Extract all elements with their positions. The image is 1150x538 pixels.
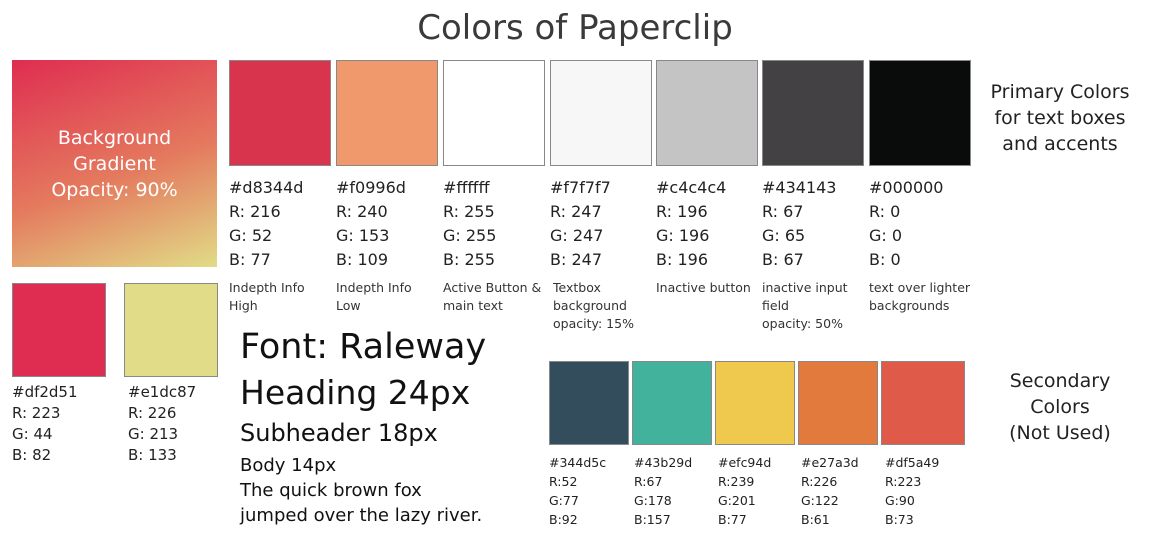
- primary-desc-orange: Indepth Info Low: [336, 280, 412, 313]
- primary-swatch-red: [229, 60, 331, 166]
- primary-desc-black: text over lighter backgrounds: [869, 280, 971, 313]
- primary-values-white: #ffffff R: 255 G: 255 B: 255: [443, 178, 497, 269]
- secondary-swatch-yellow: [715, 361, 795, 445]
- secondary-swatch-red: [881, 361, 965, 445]
- primary-values-black: #000000 R: 0 G: 0 B: 0: [869, 178, 944, 269]
- secondary-values-red: #df5a49 R:223 G:90 B:73: [885, 455, 940, 527]
- primary-colors-label: Primary Colors for text boxes and accent…: [990, 81, 1130, 155]
- primary-desc-offwhite: Textbox background opacity: 15%: [553, 280, 634, 331]
- background-gradient-swatch: Background Gradient Opacity: 90%: [12, 60, 217, 267]
- gradient-end-values: #e1dc87 R: 226 G: 213 B: 133: [128, 383, 197, 464]
- secondary-swatch-orange: [798, 361, 878, 445]
- secondary-swatch-teal: [632, 361, 712, 445]
- secondary-colors-label: Secondary Colors (Not Used): [1009, 370, 1111, 444]
- heading-sample: Heading 24px: [240, 373, 471, 412]
- primary-values-lightgray: #c4c4c4 R: 196 G: 196 B: 196: [656, 178, 727, 269]
- gradient-end-swatch: [124, 283, 218, 377]
- gradient-start-swatch: [12, 283, 106, 377]
- secondary-values-navy: #344d5c R:52 G:77 B:92: [549, 455, 607, 527]
- font-name: Font: Raleway: [240, 327, 487, 367]
- gradient-label: Background Gradient Opacity: 90%: [51, 126, 178, 201]
- primary-swatch-orange: [336, 60, 438, 166]
- primary-values-red: #d8344d R: 216 G: 52 B: 77: [229, 178, 304, 269]
- primary-values-offwhite: #f7f7f7 R: 247 G: 247 B: 247: [550, 178, 611, 269]
- secondary-values-orange: #e27a3d R:226 G:122 B:61: [801, 455, 859, 527]
- page-title: Colors of Paperclip: [417, 8, 733, 48]
- gradient-start-values: #df2d51 R: 223 G: 44 B: 82: [12, 383, 78, 464]
- primary-swatch-lightgray: [656, 60, 758, 166]
- primary-values-orange: #f0996d R: 240 G: 153 B: 109: [336, 178, 406, 269]
- primary-swatch-white: [443, 60, 545, 166]
- subheader-sample: Subheader 18px: [240, 419, 438, 447]
- body-sample: Body 14px: [240, 455, 337, 476]
- primary-desc-white: Active Button & main text: [443, 280, 542, 313]
- sample-text-line-2: jumped over the lazy river.: [240, 505, 483, 526]
- primary-values-darkgray: #434143 R: 67 G: 65 B: 67: [762, 178, 837, 269]
- primary-desc-darkgray: inactive input field opacity: 50%: [762, 280, 848, 331]
- secondary-values-teal: #43b29d R:67 G:178 B:157: [634, 455, 693, 527]
- primary-desc-red: Indepth Info High: [229, 280, 305, 313]
- secondary-swatch-navy: [549, 361, 629, 445]
- primary-swatch-offwhite: [550, 60, 652, 166]
- secondary-values-yellow: #efc94d R:239 G:201 B:77: [718, 455, 772, 527]
- primary-desc-lightgray: Inactive button: [656, 280, 751, 295]
- primary-swatch-darkgray: [762, 60, 864, 166]
- primary-swatch-black: [869, 60, 971, 166]
- sample-text-line-1: The quick brown fox: [240, 480, 422, 501]
